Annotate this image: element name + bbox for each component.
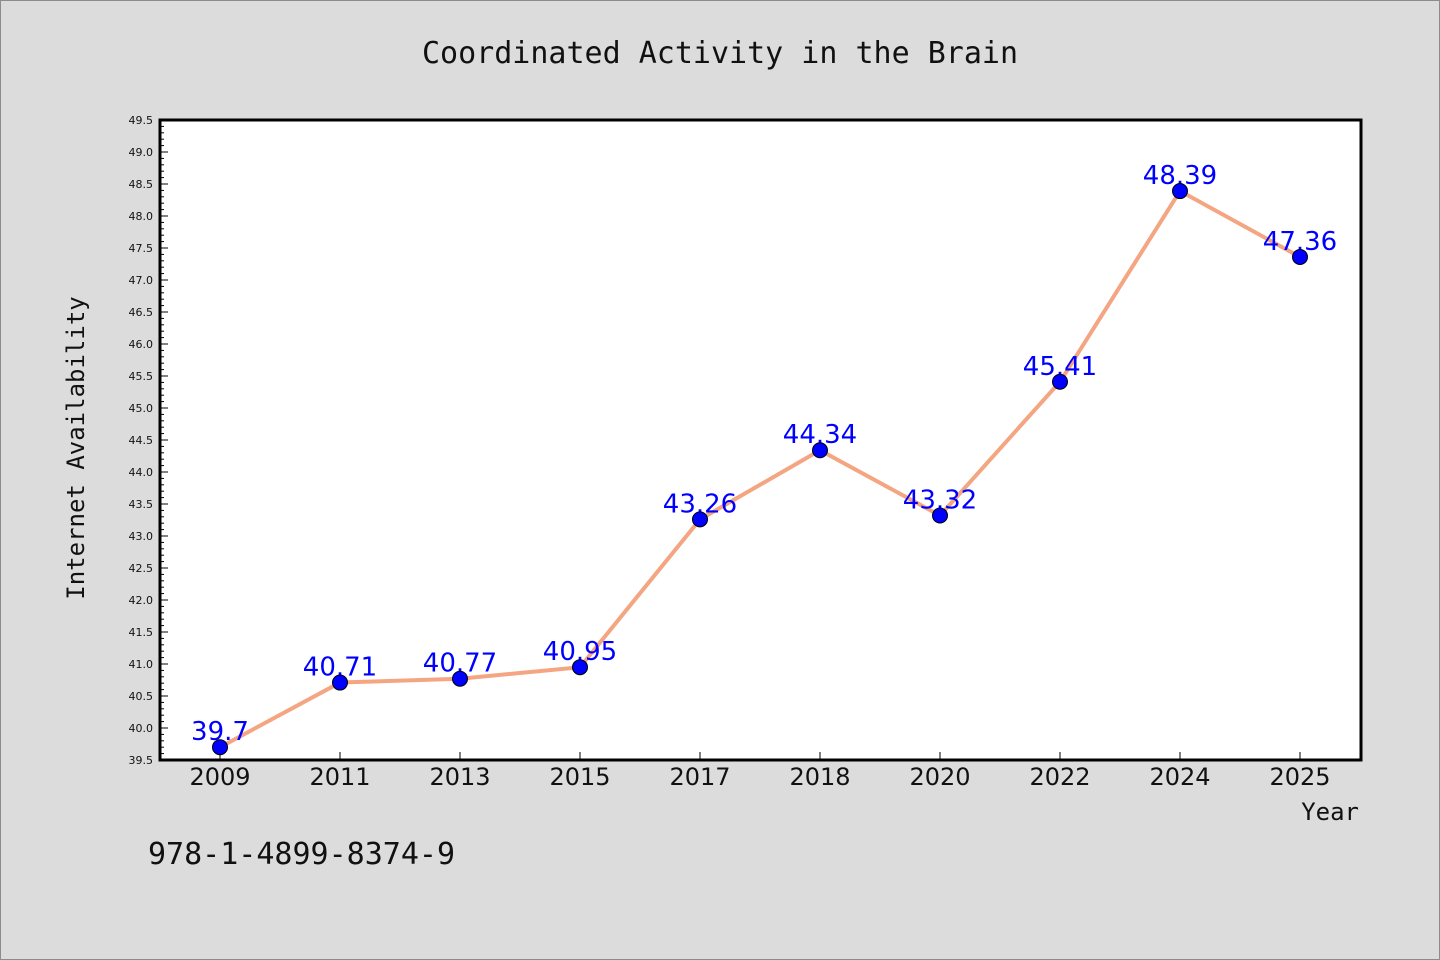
x-tick-label: 2025 [1269,763,1330,791]
plot-area [158,118,1363,762]
data-point [812,442,828,459]
y-tick-label: 46.5 [129,306,154,319]
y-tick-label: 45.0 [129,402,154,415]
isbn-footnote: 978-1-4899-8374-9 [148,837,455,872]
y-tick-label: 45.5 [129,370,154,383]
data-point [332,674,348,691]
y-axis-label: Internet Availability [62,296,90,599]
data-point [452,670,468,687]
x-tick-label: 2020 [909,763,970,791]
y-tick-label: 41.5 [129,626,154,639]
y-axis: 39.5 40.0 40.5 41.0 41.5 42.0 42.5 43.0 43.5 44.0… [129,114,168,767]
y-tick-label: 42.5 [129,562,154,575]
y-tick-label: 40.0 [129,722,154,735]
y-tick-label: 46.0 [129,338,154,351]
data-point [572,659,588,676]
y-tick-label: 48.0 [129,210,154,223]
data-point [212,739,228,756]
x-axis-label: Year [1301,798,1359,826]
data-point [692,511,708,528]
y-tick-label: 48.5 [129,178,154,191]
x-tick-label: 2024 [1149,763,1210,791]
x-tick-label: 2022 [1029,763,1090,791]
y-tick-label: 44.5 [129,434,154,447]
data-point [1052,373,1068,390]
chart-title: Coordinated Activity in the Brain [422,36,1018,71]
data-point [1292,248,1308,265]
y-tick-label: 49.5 [129,114,154,127]
y-tick-label: 40.5 [129,690,154,703]
y-tick-label: 47.5 [129,242,154,255]
x-axis: 2009 2011 2013 2015 2017 2018 2020 2022 2024 2025 [189,752,1331,791]
x-tick-label: 2011 [309,763,370,791]
data-point [932,507,948,524]
y-tick-label: 43.5 [129,498,154,511]
x-tick-label: 2015 [549,763,610,791]
y-tick-label: 39.5 [129,754,154,767]
series-line [219,189,1301,749]
x-tick-label: 2017 [669,763,730,791]
x-tick-label: 2018 [789,763,850,791]
data-point [1172,183,1188,200]
series-layer: 39.740.71 40.77 40.9543.2644.3443.3245.414… [191,161,1337,756]
y-tick-label: 43.0 [129,530,154,543]
y-tick-label: 49.0 [129,146,154,159]
y-tick-label: 44.0 [129,466,154,479]
y-tick-label: 47.0 [129,274,154,287]
x-tick-label: 2013 [429,763,490,791]
x-tick-label: 2009 [189,763,250,791]
y-tick-label: 41.0 [129,658,154,671]
y-tick-label: 42.0 [129,594,154,607]
